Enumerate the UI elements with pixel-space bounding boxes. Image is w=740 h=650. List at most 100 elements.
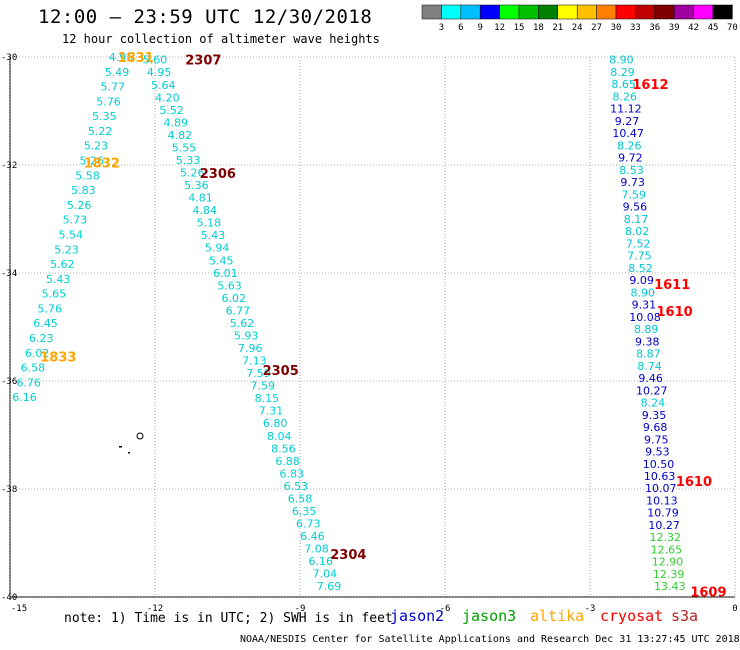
colorbar-swatch <box>673 4 694 20</box>
wave-height-value: 8.89 <box>634 323 659 336</box>
wave-height-value: 9.53 <box>645 446 670 459</box>
wave-height-value: 6.23 <box>29 332 54 345</box>
colorbar-swatch <box>693 4 714 20</box>
wave-height-value: 9.09 <box>629 274 654 287</box>
colorbar-label: 15 <box>514 23 525 33</box>
wave-height-value: 9.31 <box>632 299 657 312</box>
wave-height-value: 5.77 <box>101 81 126 94</box>
wave-height-value: 10.50 <box>643 458 675 471</box>
colorbar-swatch <box>615 4 636 20</box>
lat-tick-label: -30 <box>1 53 17 63</box>
wave-height-value: 5.55 <box>172 141 197 154</box>
time-label: 1610 <box>656 305 692 320</box>
wave-height-value: 5.35 <box>92 110 117 123</box>
wave-height-value: 5.26 <box>180 167 205 180</box>
wave-height-value: 10.13 <box>646 494 678 507</box>
legend-jason3: jason3 <box>462 607 517 625</box>
altimeter-tracks: 4.955.495.775.765.355.225.235.265.585.83… <box>12 51 726 601</box>
wave-height-value: 6.02 <box>25 347 50 360</box>
wave-height-value: 12.39 <box>653 568 685 581</box>
wave-height-value: 7.08 <box>304 543 329 556</box>
wave-height-value: 6.35 <box>292 505 317 518</box>
wave-height-value: 4.95 <box>109 51 134 64</box>
axis-tick-labels: -30-32-34-36-38-40-15 -12 -9 -6 -3 0 <box>1 53 738 614</box>
colorbar-label: 45 <box>708 23 719 33</box>
wave-height-value: 7.69 <box>317 580 342 593</box>
wave-height-value: 5.94 <box>205 242 230 255</box>
legend-s3a: s3a <box>671 607 699 625</box>
wave-height-value: 7.31 <box>259 405 284 418</box>
colorbar-swatch <box>596 4 617 20</box>
wave-height-value: 5.62 <box>230 317 255 330</box>
wave-height-value: 5.60 <box>143 54 168 67</box>
wave-height-value: 8.74 <box>637 360 662 373</box>
colorbar-swatch <box>460 4 481 20</box>
wave-height-value: 9.46 <box>638 372 663 385</box>
wave-height-value: 5.83 <box>71 184 96 197</box>
wave-height-value: 5.45 <box>209 254 234 267</box>
wave-height-value: 10.47 <box>612 127 644 140</box>
time-label: 1610 <box>676 475 712 490</box>
wave-height-value: 10.63 <box>644 470 676 483</box>
colorbar-label: 21 <box>552 23 563 33</box>
wave-height-value: 10.08 <box>629 311 661 324</box>
colorbar-swatch <box>499 4 520 20</box>
map-title: 12:00 – 23:59 UTC 12/30/2018 <box>38 6 373 28</box>
wave-height-value: 6.16 <box>12 391 37 404</box>
colorbar-label: 33 <box>630 23 641 33</box>
legend-altika: altika <box>530 607 585 625</box>
wave-height-value: 4.82 <box>168 129 193 142</box>
wave-height-value: 8.53 <box>619 164 644 177</box>
wave-height-value: 5.33 <box>176 154 201 167</box>
wave-height-value: 7.59 <box>246 367 271 380</box>
wave-height-value: 6.76 <box>16 376 41 389</box>
lon-tick-label: -9 <box>295 604 306 614</box>
wave-height-value: 5.76 <box>96 95 121 108</box>
colorbar-swatch <box>441 4 462 20</box>
wave-height-value: 6.02 <box>221 292 246 305</box>
wave-height-value: 5.63 <box>217 279 242 292</box>
legend-jason2: jason2 <box>390 607 445 625</box>
wave-height-value: 5.62 <box>50 258 75 271</box>
time-label: 1832 <box>84 156 120 171</box>
wave-height-value: 6.58 <box>288 492 313 505</box>
wave-height-value: 7.59 <box>622 188 647 201</box>
colorbar-label: 18 <box>533 23 544 33</box>
time-label: 2304 <box>330 548 366 563</box>
wave-height-value: 9.75 <box>644 433 669 446</box>
wave-height-value: 6.16 <box>308 555 333 568</box>
wave-height-value: 8.87 <box>636 348 661 361</box>
wave-height-value: 9.72 <box>618 152 643 165</box>
wave-height-value: 8.65 <box>611 78 636 91</box>
wave-height-value: 7.59 <box>250 380 275 393</box>
time-label: 2306 <box>200 167 236 182</box>
wave-height-value: 12.90 <box>652 556 684 569</box>
wave-height-value: 9.38 <box>635 335 660 348</box>
colorbar-label: 3 <box>439 23 444 33</box>
time-label: 1833 <box>40 351 76 366</box>
wave-height-value: 10.07 <box>645 482 677 495</box>
legend-cryosat: cryosat <box>600 607 664 625</box>
wave-height-value: 10.27 <box>636 384 668 397</box>
wave-height-value: 9.56 <box>623 201 648 214</box>
colorbar-swatch <box>635 4 656 20</box>
wave-height-value: 4.95 <box>147 66 172 79</box>
island-outline-icon <box>119 432 144 454</box>
colorbar-swatch <box>712 4 733 20</box>
wave-height-value: 5.58 <box>75 169 100 182</box>
wave-height-value: 6.73 <box>296 518 321 531</box>
wave-height-value: 5.76 <box>37 302 62 315</box>
wave-height-value: 10.79 <box>647 507 679 520</box>
wave-height-value: 6.58 <box>21 362 46 375</box>
colorbar-swatch <box>421 4 442 20</box>
wave-height-value: 4.84 <box>192 204 217 217</box>
wave-height-value: 7.96 <box>238 342 263 355</box>
time-label: 1612 <box>632 78 668 93</box>
wave-height-value: 4.89 <box>163 116 188 129</box>
wave-height-value: 5.36 <box>184 179 209 192</box>
wave-height-value: 5.65 <box>42 288 67 301</box>
wave-height-value: 5.23 <box>84 140 109 153</box>
colorbar-swatch <box>518 4 539 20</box>
wave-height-value: 8.52 <box>628 262 653 275</box>
